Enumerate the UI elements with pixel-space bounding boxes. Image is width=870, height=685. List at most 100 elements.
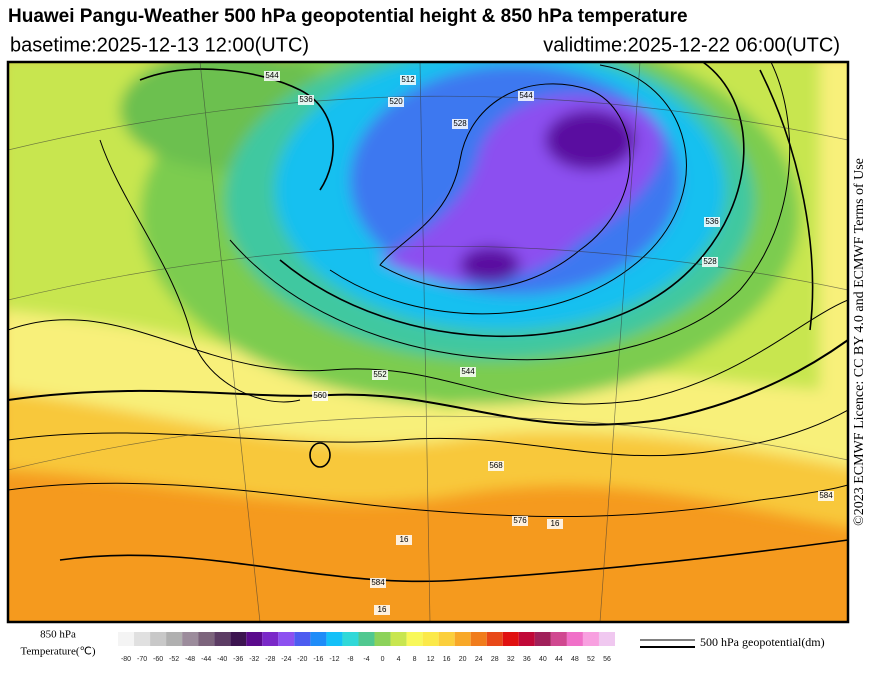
colorbar-swatch: [566, 632, 583, 646]
colorbar-tick-label: 4: [397, 656, 401, 663]
contour-label-bg: [702, 257, 718, 267]
colorbar-tick-label: 20: [459, 656, 467, 663]
colorbar-tick-label: -32: [249, 656, 259, 663]
colorbar-swatch: [534, 632, 551, 646]
colorbar-swatch: [550, 632, 567, 646]
colorbar-swatch: [582, 632, 599, 646]
colorbar-swatch: [310, 632, 327, 646]
colorbar-tick-label: 0: [381, 656, 385, 663]
contour-label: 16: [400, 535, 409, 544]
colorbar-swatch: [326, 632, 343, 646]
contour-label-bg: [452, 119, 468, 129]
contour-label: 528: [453, 119, 467, 128]
contour-label: 544: [461, 367, 475, 376]
colorbar-swatch: [182, 632, 199, 646]
contour-label: 584: [819, 491, 833, 500]
colorbar-tick-label: -40: [217, 656, 227, 663]
contour-label-bg: [396, 535, 412, 545]
colorbar-tick-label: -28: [265, 656, 275, 663]
colorbar-swatch: [198, 632, 215, 646]
basetime: basetime:2025-12-13 12:00(UTC): [10, 34, 309, 56]
contour-label-bg: [818, 491, 834, 501]
height-contours: [8, 62, 848, 583]
legend-label: 500 hPa geopotential(dm): [700, 635, 825, 649]
contour-label: 536: [705, 217, 719, 226]
colorbar-title: Temperature(℃): [20, 646, 95, 658]
colorbar-swatch: [246, 632, 263, 646]
contour-label-bg: [512, 516, 528, 526]
colorbar-swatch: [470, 632, 487, 646]
contour-label-bg: [704, 217, 720, 227]
colorbar-swatch: [230, 632, 247, 646]
colorbar-swatch: [214, 632, 231, 646]
colorbar-tick-label: 8: [413, 656, 417, 663]
colorbar-tick-label: -44: [201, 656, 211, 663]
colorbar-tick-label: 44: [555, 656, 563, 663]
contour-label-bg: [547, 519, 563, 529]
contour-label-bg: [388, 97, 404, 107]
colorbar-tick-label: -4: [363, 656, 369, 663]
colorbar-swatch: [374, 632, 391, 646]
contour-label: 536: [299, 95, 313, 104]
colorbar-swatch: [150, 632, 167, 646]
colorbar-title: 850 hPa: [40, 629, 76, 641]
colorbar-swatch: [406, 632, 423, 646]
colorbar-tick-label: 32: [507, 656, 515, 663]
colorbar-tick-label: -16: [313, 656, 323, 663]
colorbar: -80 -70 -60 -52 -48 -44 -40 -36 -32 -28 -24 -20 -16-…: [118, 632, 615, 663]
contour-label-bg: [400, 75, 416, 85]
colorbar-tick-label: -60: [153, 656, 163, 663]
contour-label-bg: [374, 605, 390, 615]
colorbar-swatch: [454, 632, 471, 646]
colorbar-swatch: [342, 632, 359, 646]
contour-label-bg: [264, 71, 280, 81]
contour-labels: 544 536 512 520 528 544 536 528 552 544 560 568 576 5…: [264, 71, 834, 615]
colorbar-tick-label: 56: [603, 656, 611, 663]
colorbar-tick-label: 28: [491, 656, 499, 663]
contour-label-bg: [518, 91, 534, 101]
colorbar-tick-label: 12: [427, 656, 435, 663]
colorbar-tick-label: -8: [347, 656, 353, 663]
colorbar-tick-label: -20: [297, 656, 307, 663]
map-frame: [6, 60, 850, 624]
graticule: [8, 62, 848, 622]
contour-label-bg: [312, 391, 328, 401]
colorbar-tick-label: -12: [329, 656, 339, 663]
colorbar-swatch: [422, 632, 439, 646]
contour-label-bg: [460, 367, 476, 377]
contour-label: 520: [389, 97, 403, 106]
validtime: validtime:2025-12-22 06:00(UTC): [543, 34, 840, 56]
colorbar-tick-label: -52: [169, 656, 179, 663]
colorbar-tick-label: -48: [185, 656, 195, 663]
contour-label: 584: [371, 578, 385, 587]
contour-label-bg: [298, 95, 314, 105]
contour-label: 16: [551, 519, 560, 528]
colorbar-swatch: [358, 632, 375, 646]
contour-label: 544: [265, 71, 279, 80]
colorbar-swatch: [294, 632, 311, 646]
contour-label: 568: [489, 461, 503, 470]
credit: ©2023 ECMWF Licence: CC BY 4.0 and ECMWF…: [852, 158, 867, 526]
contour-label: 512: [401, 75, 415, 84]
contour-label: 560: [313, 391, 327, 400]
title: Huawei Pangu-Weather 500 hPa geopotentia…: [8, 6, 688, 27]
map: 544 536 512 520 528 544 536 528 552 544 560 568 576 5…: [8, 62, 848, 622]
colorbar-swatch: [438, 632, 455, 646]
colorbar-swatch: [486, 632, 503, 646]
colorbar-tick-label: 40: [539, 656, 547, 663]
contour-label-bg: [372, 370, 388, 380]
contour-label: 544: [519, 91, 533, 100]
contour-label: 16: [378, 605, 387, 614]
colorbar-tick-label: -36: [233, 656, 243, 663]
colorbar-tick-label: -24: [281, 656, 291, 663]
colorbar-tick-label: -80: [121, 656, 131, 663]
colorbar-tick-label: 36: [523, 656, 531, 663]
colorbar-tick-label: -70: [137, 656, 147, 663]
colorbar-swatch: [166, 632, 183, 646]
colorbar-swatch: [262, 632, 279, 646]
colorbar-swatch: [134, 632, 151, 646]
contour-label: 528: [703, 257, 717, 266]
contour-label: 552: [373, 370, 387, 379]
colorbar-swatch: [118, 632, 135, 646]
